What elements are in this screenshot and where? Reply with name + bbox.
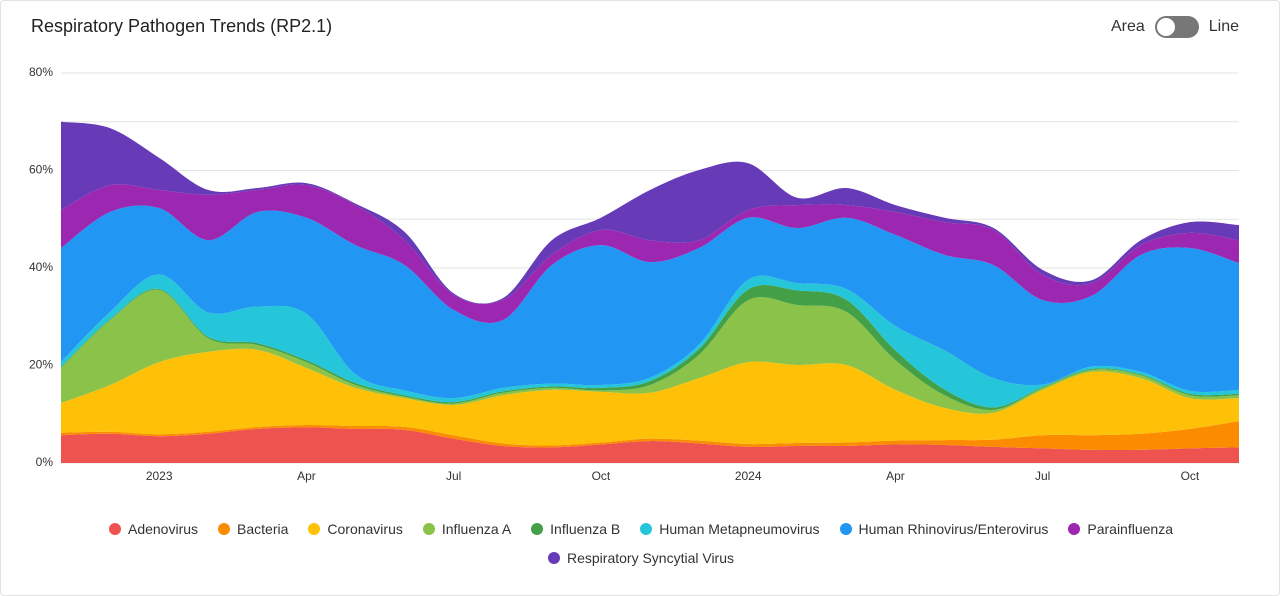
- toggle-knob: [1156, 18, 1175, 36]
- legend-item[interactable]: Coronavirus: [308, 520, 403, 538]
- toggle-label[interactable]: Area: [1110, 18, 1145, 35]
- area: [61, 284, 1239, 410]
- x-tick-label: 2024: [735, 469, 762, 483]
- chart: 0% 20% 40% 60% 80% 2023 Apr Jul Oct 2024 Apr Jul Oct: [29, 65, 1239, 483]
- legend-swatch: [640, 523, 653, 535]
- legend-swatch: [1068, 523, 1081, 535]
- legend-item[interactable]: Influenza A: [422, 520, 512, 538]
- toggle-label[interactable]: Line: [1208, 18, 1239, 35]
- x-tick-label: Apr: [886, 469, 905, 483]
- x-tick-label: 2023: [146, 469, 173, 483]
- y-tick-label: 60%: [29, 163, 53, 177]
- legend-label: Human Rhinovirus/Enterovirus: [858, 521, 1049, 537]
- legend-item[interactable]: Adenovirus: [108, 520, 199, 538]
- legend: Adenovirus Bacteria Coronavirus Influenza A…: [96, 520, 1186, 567]
- y-tick-label: 80%: [29, 65, 53, 79]
- legend-swatch: [531, 523, 544, 535]
- area: [61, 184, 1239, 324]
- x-tick-label: Jul: [1035, 469, 1050, 483]
- legend-item[interactable]: Respiratory Syncytial Virus: [547, 549, 735, 567]
- legend-label: Parainfluenza: [1087, 521, 1173, 537]
- x-tick-label: Oct: [1181, 469, 1200, 483]
- legend-swatch: [108, 523, 121, 535]
- y-tick-label: 0%: [36, 455, 54, 469]
- legend-label: Bacteria: [237, 521, 289, 537]
- legend-label: Adenovirus: [127, 521, 199, 537]
- legend-swatch: [422, 523, 435, 535]
- area: [61, 121, 1239, 305]
- legend-item[interactable]: Bacteria: [218, 520, 288, 538]
- x-tick-label: Apr: [297, 469, 316, 483]
- legend-label: Human Metapneumovirus: [659, 521, 820, 537]
- legend-label: Influenza B: [550, 521, 621, 537]
- area: [61, 427, 1239, 463]
- area: [61, 289, 1239, 414]
- area: [61, 205, 1239, 399]
- view-toggle: Area Line: [1111, 16, 1239, 38]
- legend-label: Influenza A: [441, 521, 512, 537]
- area: [61, 421, 1239, 451]
- legend-item[interactable]: Human Rhinovirus/Enterovirus: [839, 520, 1049, 538]
- legend-item[interactable]: Parainfluenza: [1068, 520, 1173, 538]
- legend-label: Coronavirus: [327, 521, 403, 537]
- legend-swatch: [547, 552, 560, 564]
- legend-item[interactable]: Human Metapneumovirus: [640, 520, 820, 538]
- x-tick-label: Oct: [592, 469, 611, 483]
- area: [61, 274, 1239, 408]
- y-tick-label: 20%: [29, 358, 53, 372]
- area: [61, 348, 1239, 446]
- toggle-switch[interactable]: [1154, 16, 1199, 38]
- chart-title: Respiratory Pathogen Trends (RP2.1): [31, 16, 333, 36]
- legend-item[interactable]: Influenza B: [531, 520, 620, 538]
- legend-swatch: [839, 523, 852, 535]
- x-tick-label: Jul: [446, 469, 461, 483]
- legend-swatch: [218, 523, 231, 535]
- legend-label: Respiratory Syncytial Virus: [566, 550, 735, 566]
- legend-swatch: [308, 523, 321, 535]
- y-tick-label: 40%: [29, 260, 53, 274]
